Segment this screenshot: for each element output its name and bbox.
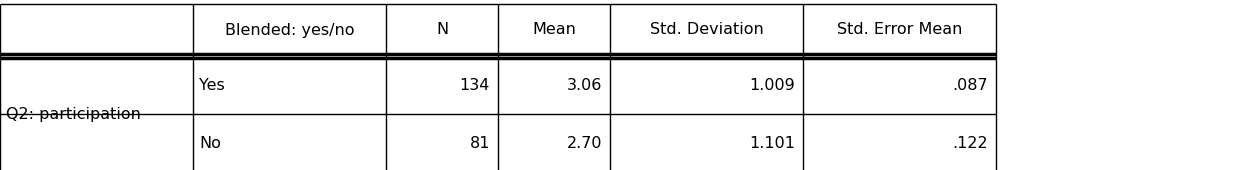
Text: 134: 134 <box>460 78 490 92</box>
Text: .122: .122 <box>952 135 988 150</box>
Text: Std. Error Mean: Std. Error Mean <box>837 22 962 38</box>
Text: 3.06: 3.06 <box>567 78 602 92</box>
Text: .087: .087 <box>952 78 988 92</box>
Text: Std. Deviation: Std. Deviation <box>649 22 764 38</box>
Text: Mean: Mean <box>532 22 576 38</box>
Text: 1.009: 1.009 <box>749 78 795 92</box>
Text: Blended: yes/no: Blended: yes/no <box>224 22 354 38</box>
Text: 81: 81 <box>470 135 490 150</box>
Text: N: N <box>436 22 449 38</box>
Text: 1.101: 1.101 <box>749 135 795 150</box>
Text: Q2: participation: Q2: participation <box>6 106 141 122</box>
Text: 2.70: 2.70 <box>567 135 602 150</box>
Text: No: No <box>199 135 221 150</box>
Text: Yes: Yes <box>199 78 224 92</box>
